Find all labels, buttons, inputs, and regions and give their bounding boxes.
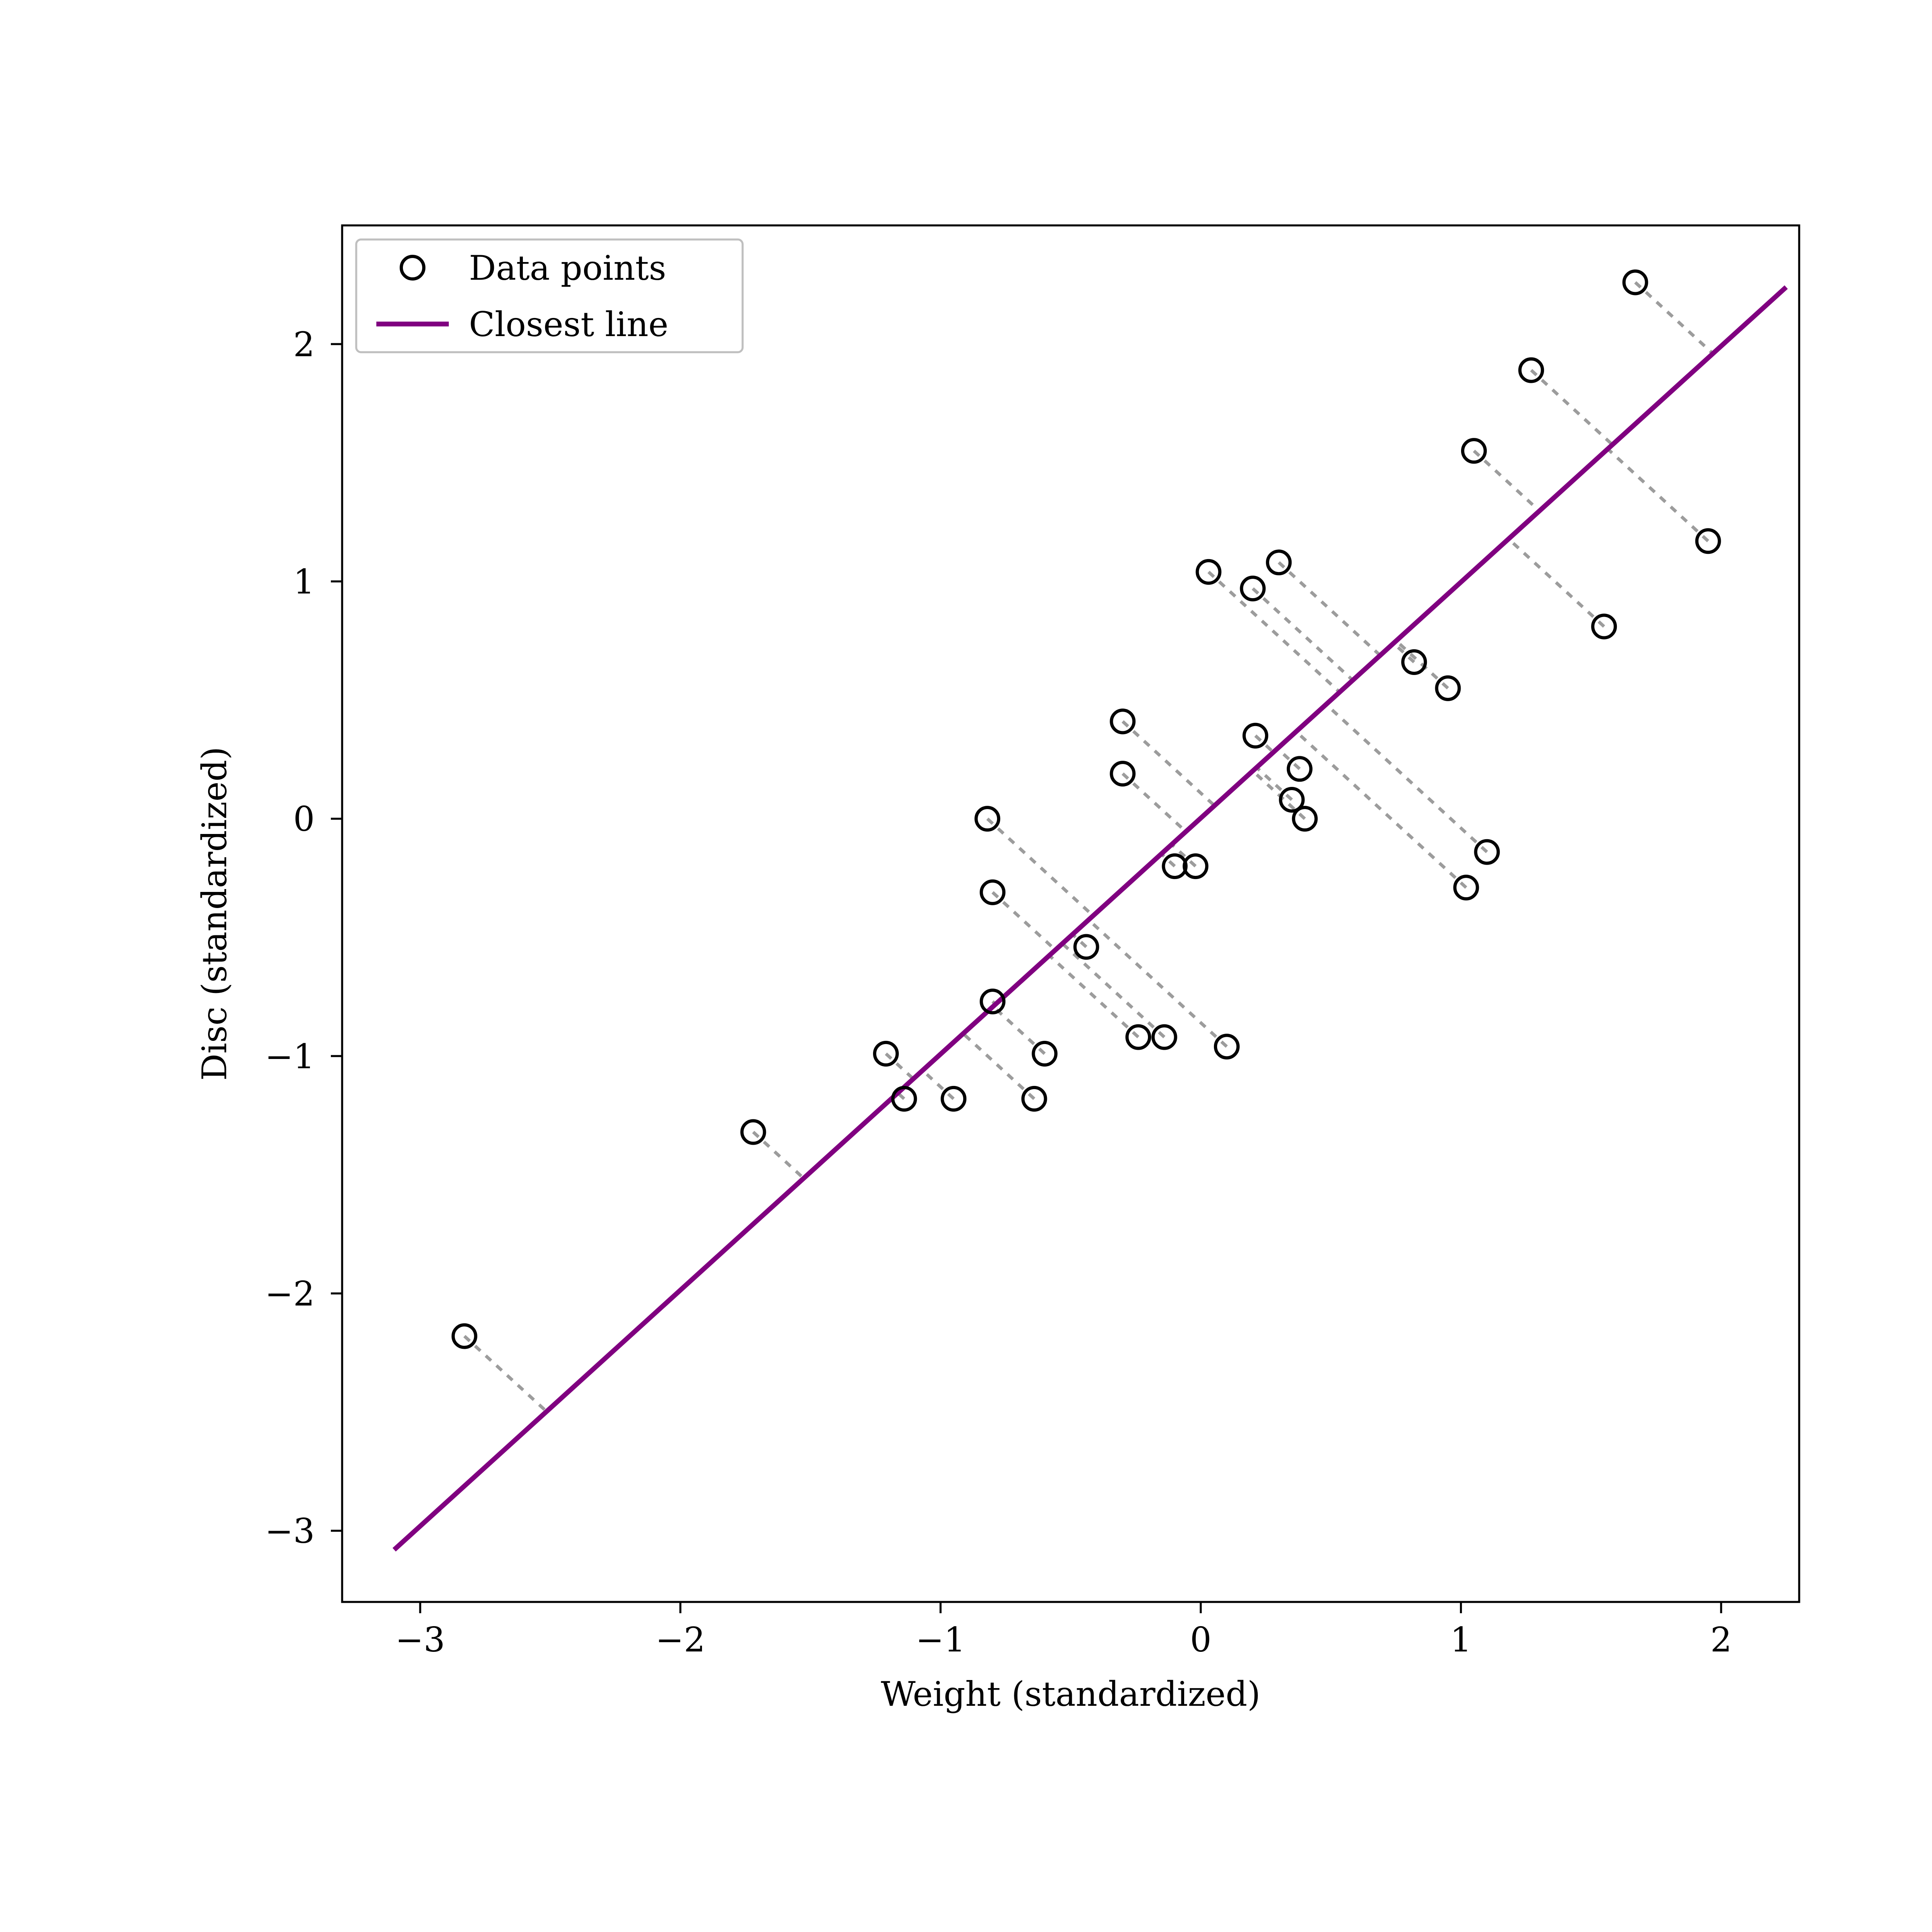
- x-tick-label: −2: [655, 1620, 705, 1660]
- y-tick-label: 0: [293, 799, 315, 839]
- scatter-chart: −3 −2 −1 0 1 2 −3 −2 −1 0 1 2 Weight (standardized…: [0, 0, 1932, 1932]
- y-tick-label: −1: [265, 1037, 315, 1076]
- legend: Data points Closest line: [356, 239, 743, 352]
- y-tick-label: −3: [265, 1511, 315, 1551]
- legend-label-closest-line: Closest line: [469, 305, 669, 344]
- y-tick-label: 1: [293, 562, 315, 601]
- x-axis-label: Weight (standardized): [881, 1674, 1260, 1714]
- x-tick-label: −1: [916, 1620, 966, 1660]
- y-axis-label: Disc (standardized): [195, 747, 234, 1081]
- y-tick-label: 2: [293, 325, 315, 364]
- y-tick-label: −2: [265, 1274, 315, 1313]
- chart-container: −3 −2 −1 0 1 2 −3 −2 −1 0 1 2 Weight (standardized…: [0, 0, 1932, 1932]
- x-tick-label: 2: [1710, 1620, 1732, 1660]
- x-tick-label: 0: [1190, 1620, 1211, 1660]
- x-tick-label: 1: [1450, 1620, 1472, 1660]
- x-tick-label: −3: [395, 1620, 445, 1660]
- legend-label-data-points: Data points: [469, 248, 666, 288]
